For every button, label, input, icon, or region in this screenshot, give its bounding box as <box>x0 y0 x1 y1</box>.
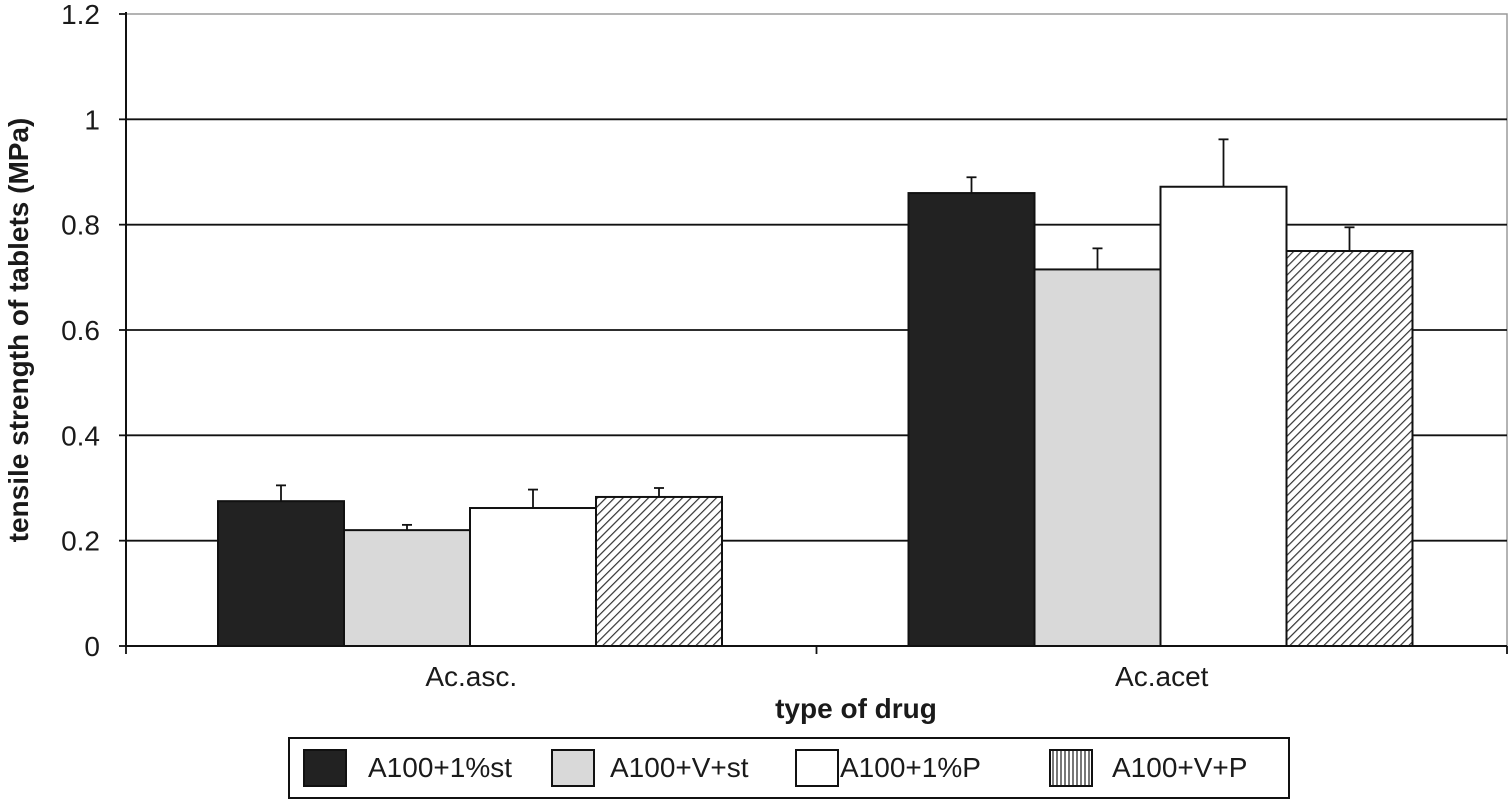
legend-label: A100+V+P <box>1112 752 1247 783</box>
legend-swatch <box>551 749 595 787</box>
y-tick-label: 1 <box>84 104 100 135</box>
y-axis-title: tensile strength of tablets (MPa) <box>3 118 34 543</box>
y-tick-label: 0.4 <box>61 420 100 451</box>
bar-a100-1-st <box>907 192 1036 647</box>
bar-a100-1-st <box>217 500 345 647</box>
bar-a100-v-p <box>1285 250 1414 647</box>
bar-a100-v-p <box>595 495 723 647</box>
legend-label: A100+V+st <box>610 752 749 783</box>
y-tick-label: 0.8 <box>61 210 100 241</box>
bar-a100-v-st <box>1033 268 1162 647</box>
y-tick-label: 0 <box>84 631 100 662</box>
axes <box>119 12 1508 654</box>
legend-label: A100+1%st <box>368 752 512 783</box>
y-tick-label: 0.6 <box>61 315 100 346</box>
legend-swatch <box>795 749 839 787</box>
x-category-label: Ac.acet <box>1115 661 1209 692</box>
bars <box>217 138 1414 648</box>
x-axis-title: type of drug <box>775 693 937 724</box>
y-tick-label: 1.2 <box>61 0 100 30</box>
legend: A100+1%st A100+V+st A100+1%P A100+V+P <box>288 737 1290 799</box>
bar-a100-1-p <box>469 507 597 647</box>
x-category-label: Ac.asc. <box>425 661 517 692</box>
labels: 0 0.2 0.4 0.6 0.8 1 1.2 Ac.asc. Ac.acet type of d… <box>3 0 1209 724</box>
legend-swatch <box>303 749 347 787</box>
bar-a100-v-st <box>343 529 471 648</box>
y-tick-label: 0.2 <box>61 526 100 557</box>
legend-swatch <box>1049 749 1093 787</box>
legend-label: A100+1%P <box>840 752 981 783</box>
legend-box <box>288 737 1290 799</box>
bar-a100-1-p <box>1159 185 1288 647</box>
